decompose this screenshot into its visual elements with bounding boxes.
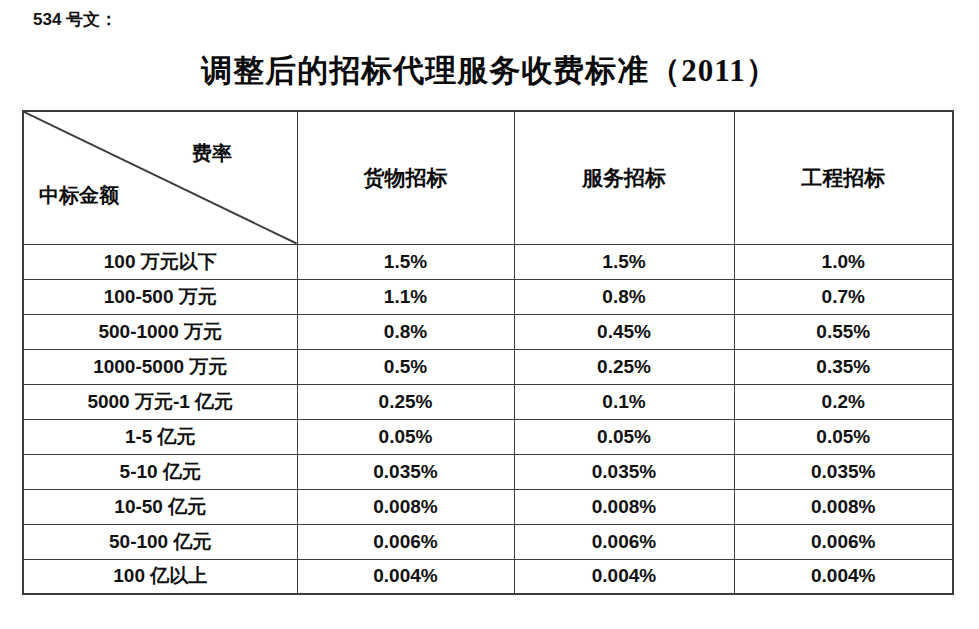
- corner-label-amount: 中标金额: [39, 182, 119, 209]
- rate-cell: 0.008%: [297, 489, 514, 524]
- rate-cell: 0.55%: [734, 314, 953, 349]
- rate-cell: 0.1%: [514, 384, 734, 419]
- amount-cell: 100 万元以下: [23, 244, 297, 279]
- table-row: 100-500 万元 1.1% 0.8% 0.7%: [23, 279, 953, 314]
- column-header-works-bidding: 工程招标: [734, 111, 953, 244]
- rate-cell: 0.006%: [297, 524, 514, 559]
- rate-cell: 0.05%: [297, 419, 514, 454]
- rate-cell: 0.004%: [297, 559, 514, 594]
- rate-cell: 1.1%: [297, 279, 514, 314]
- diagonal-divider-line: [24, 112, 297, 244]
- rate-cell: 0.05%: [514, 419, 734, 454]
- rate-cell: 0.008%: [514, 489, 734, 524]
- rate-cell: 0.035%: [297, 454, 514, 489]
- table-row: 5-10 亿元 0.035% 0.035% 0.035%: [23, 454, 953, 489]
- rate-cell: 0.008%: [734, 489, 953, 524]
- rate-cell: 0.035%: [734, 454, 953, 489]
- rate-cell: 0.8%: [514, 279, 734, 314]
- amount-cell: 1-5 亿元: [23, 419, 297, 454]
- table-row: 50-100 亿元 0.006% 0.006% 0.006%: [23, 524, 953, 559]
- doc-number-label: 534 号文：: [33, 8, 117, 31]
- corner-label-rate: 费率: [192, 140, 232, 167]
- rate-cell: 0.25%: [514, 349, 734, 384]
- amount-cell: 5-10 亿元: [23, 454, 297, 489]
- fee-standard-table: 费率 中标金额 货物招标 服务招标 工程招标 100 万元以下 1.5% 1.5…: [22, 110, 954, 595]
- amount-cell: 500-1000 万元: [23, 314, 297, 349]
- table-row: 500-1000 万元 0.8% 0.45% 0.55%: [23, 314, 953, 349]
- table-header-row: 费率 中标金额 货物招标 服务招标 工程招标: [23, 111, 953, 244]
- amount-cell: 100-500 万元: [23, 279, 297, 314]
- rate-cell: 0.5%: [297, 349, 514, 384]
- rate-cell: 0.05%: [734, 419, 953, 454]
- rate-cell: 0.004%: [514, 559, 734, 594]
- column-header-service-bidding: 服务招标: [514, 111, 734, 244]
- rate-cell: 1.5%: [297, 244, 514, 279]
- rate-cell: 0.2%: [734, 384, 953, 419]
- rate-cell: 0.35%: [734, 349, 953, 384]
- rate-cell: 0.7%: [734, 279, 953, 314]
- rate-cell: 1.5%: [514, 244, 734, 279]
- amount-cell: 10-50 亿元: [23, 489, 297, 524]
- amount-cell: 100 亿以上: [23, 559, 297, 594]
- amount-cell: 1000-5000 万元: [23, 349, 297, 384]
- rate-cell: 0.004%: [734, 559, 953, 594]
- table-row: 1-5 亿元 0.05% 0.05% 0.05%: [23, 419, 953, 454]
- table-row: 10-50 亿元 0.008% 0.008% 0.008%: [23, 489, 953, 524]
- column-header-goods-bidding: 货物招标: [297, 111, 514, 244]
- table-row: 1000-5000 万元 0.5% 0.25% 0.35%: [23, 349, 953, 384]
- rate-cell: 0.006%: [734, 524, 953, 559]
- rate-cell: 0.45%: [514, 314, 734, 349]
- rate-cell: 0.25%: [297, 384, 514, 419]
- table-row: 100 亿以上 0.004% 0.004% 0.004%: [23, 559, 953, 594]
- table-row: 5000 万元-1 亿元 0.25% 0.1% 0.2%: [23, 384, 953, 419]
- page-title: 调整后的招标代理服务收费标准（2011）: [0, 50, 979, 92]
- amount-cell: 50-100 亿元: [23, 524, 297, 559]
- table-row: 100 万元以下 1.5% 1.5% 1.0%: [23, 244, 953, 279]
- corner-header-cell: 费率 中标金额: [23, 111, 297, 244]
- rate-cell: 0.006%: [514, 524, 734, 559]
- amount-cell: 5000 万元-1 亿元: [23, 384, 297, 419]
- rate-cell: 1.0%: [734, 244, 953, 279]
- rate-cell: 0.035%: [514, 454, 734, 489]
- rate-cell: 0.8%: [297, 314, 514, 349]
